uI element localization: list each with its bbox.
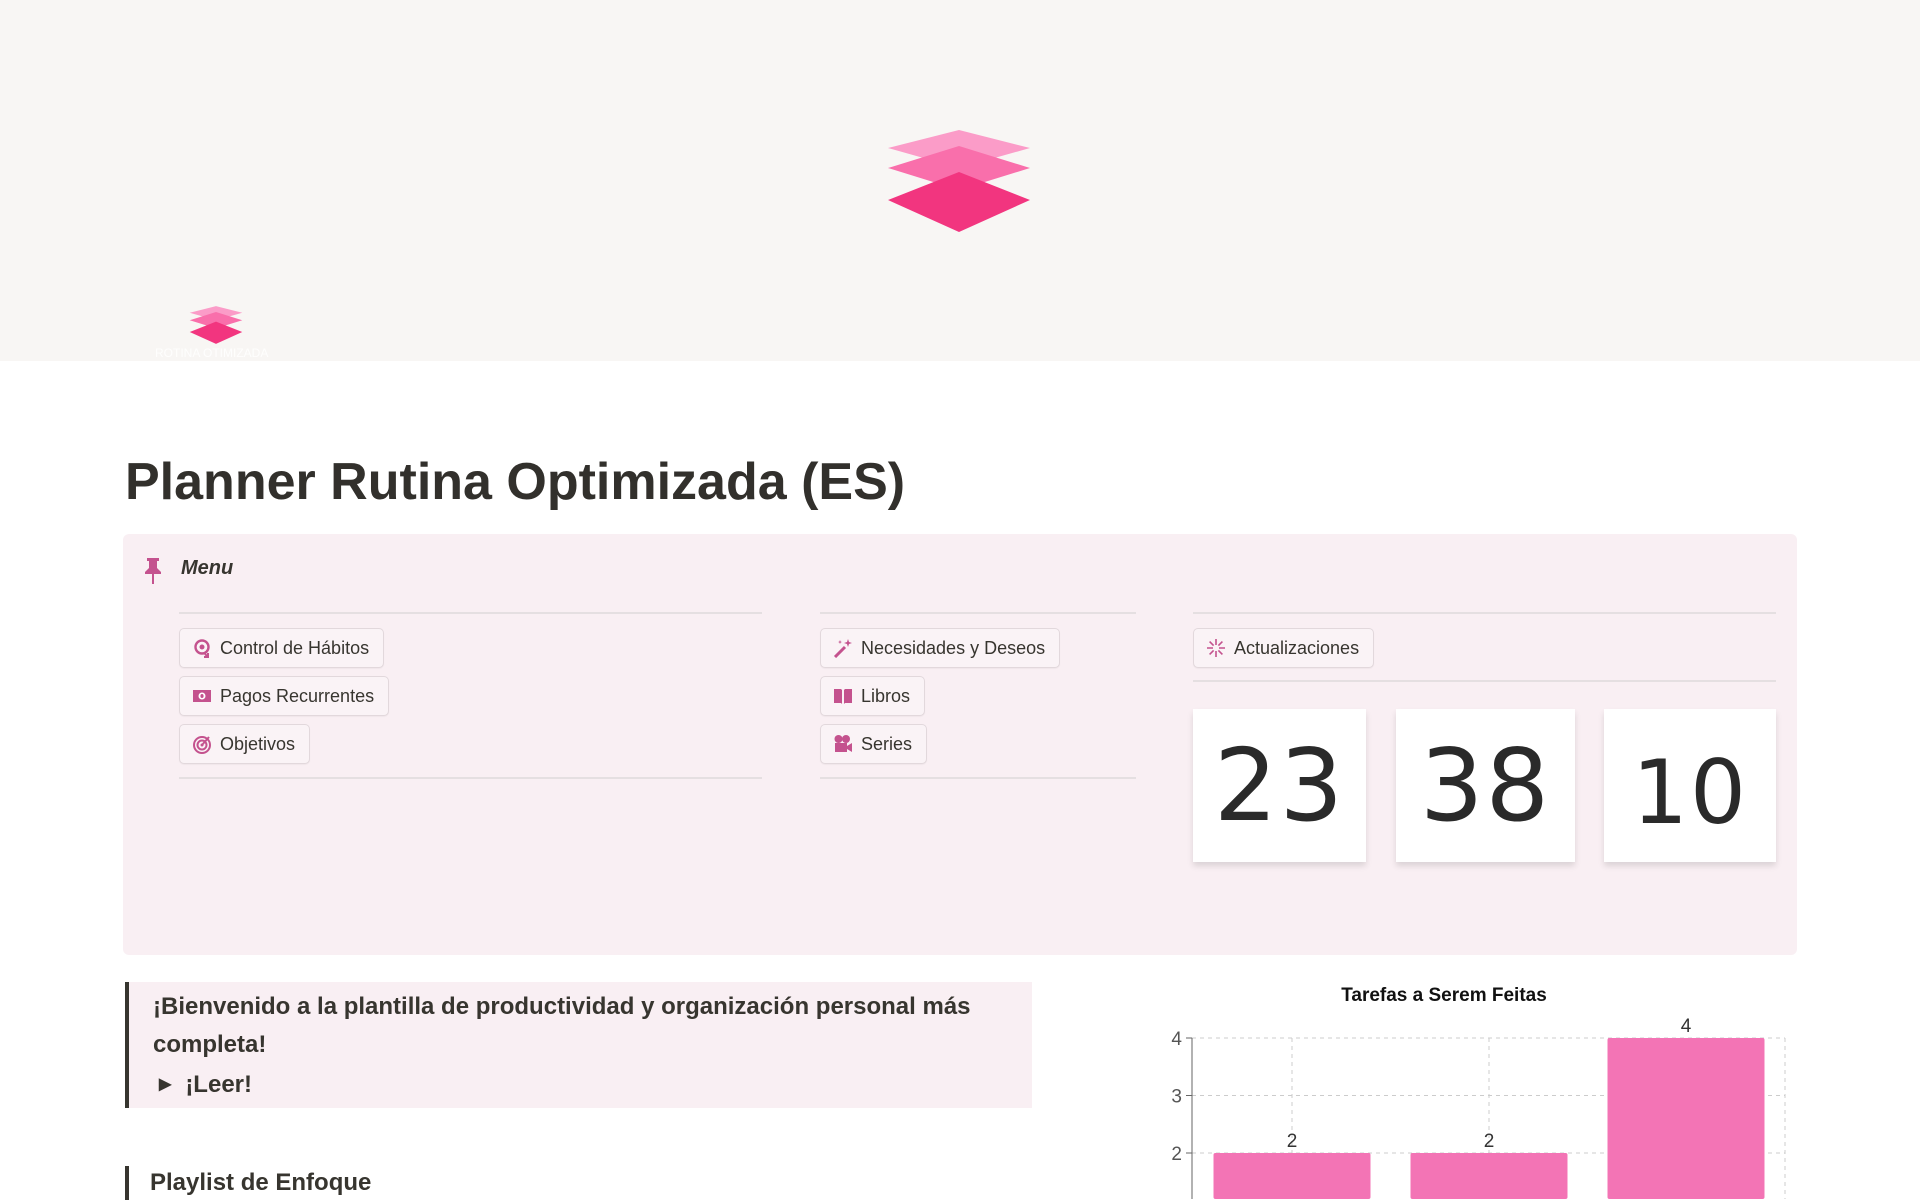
playlist-heading: Playlist de Enfoque — [125, 1166, 371, 1200]
welcome-text: ¡Bienvenido a la plantilla de productivi… — [153, 993, 971, 1058]
layers-logo-icon — [888, 130, 1030, 232]
logo-text: ROTINA OTIMIZADA — [155, 346, 269, 360]
page-cover: ROTINA OTIMIZADA — [0, 0, 1920, 361]
page-icon — [189, 306, 243, 344]
target-icon — [193, 736, 211, 754]
menu-label: Menu — [181, 557, 234, 579]
video-camera-icon — [834, 735, 852, 752]
button-label: Series — [861, 733, 913, 754]
bar — [1607, 1038, 1765, 1199]
necesidades-deseos-button[interactable]: Necesidades y Deseos — [820, 628, 1061, 668]
triangle-right-icon: ▶ — [159, 1076, 172, 1093]
series-button[interactable]: Series — [820, 724, 928, 764]
book-icon — [834, 689, 852, 704]
pagos-recurrentes-button[interactable]: Pagos Recurrentes — [179, 676, 390, 716]
bar — [1213, 1153, 1371, 1199]
y-tick-label: 4 — [1171, 1029, 1182, 1050]
button-label: Control de Hábitos — [220, 637, 370, 658]
money-icon — [193, 690, 211, 702]
button-label: Actualizaciones — [1234, 637, 1360, 658]
page-title: Planner Rutina Optimizada (ES) — [125, 453, 906, 511]
data-label: 2 — [1484, 1131, 1495, 1152]
button-label: Objetivos — [220, 733, 296, 754]
clock-minutes: 38 — [1396, 709, 1575, 862]
toggle-label: ¡Leer! — [185, 1071, 252, 1098]
control-habitos-button[interactable]: Control de Hábitos — [179, 628, 385, 668]
sparkle-icon — [1207, 639, 1225, 657]
bar — [1410, 1153, 1568, 1199]
pushpin-icon — [145, 558, 161, 584]
button-label: Necesidades y Deseos — [861, 637, 1046, 658]
data-label: 2 — [1287, 1131, 1298, 1152]
divider — [820, 777, 1136, 779]
clock-seconds: 10 — [1604, 709, 1776, 862]
divider — [179, 612, 762, 614]
divider — [1193, 680, 1776, 682]
chart-title: Tarefas a Serem Feitas — [1341, 985, 1547, 1006]
button-label: Libros — [861, 685, 911, 706]
divider — [820, 612, 1136, 614]
welcome-quote: ¡Bienvenido a la plantilla de productivi… — [125, 982, 1032, 1108]
libros-button[interactable]: Libros — [820, 676, 926, 716]
magic-wand-icon — [833, 639, 852, 658]
button-label: Pagos Recurrentes — [220, 685, 375, 706]
clock-hours: 23 — [1193, 709, 1366, 862]
habit-loop-icon — [194, 639, 210, 658]
bar-chart: 2 3 4 2 2 4 — [1171, 1016, 1786, 1199]
leer-toggle[interactable]: ▶ ¡Leer! — [153, 1066, 1008, 1104]
actualizaciones-button[interactable]: Actualizaciones — [1193, 628, 1375, 668]
objetivos-button[interactable]: Objetivos — [179, 724, 311, 764]
y-tick-label: 2 — [1171, 1144, 1182, 1165]
data-label: 4 — [1681, 1016, 1692, 1037]
y-tick-label: 3 — [1171, 1087, 1182, 1108]
divider — [1193, 612, 1776, 614]
divider — [179, 777, 762, 779]
